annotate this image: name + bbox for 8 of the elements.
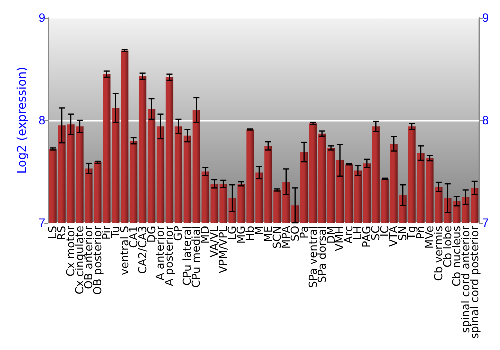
x-tick-label: Tg xyxy=(406,226,419,241)
y2-tick-label: 8 xyxy=(482,114,490,128)
y-axis-title: Log2 (expression) xyxy=(15,67,29,174)
y2-tick-label: 9 xyxy=(482,11,490,25)
y-tick-label: 9 xyxy=(38,11,46,25)
y2-tick-label: 7 xyxy=(482,216,490,230)
y-tick-label: 7 xyxy=(38,216,46,230)
y-tick-label: 8 xyxy=(38,114,46,128)
